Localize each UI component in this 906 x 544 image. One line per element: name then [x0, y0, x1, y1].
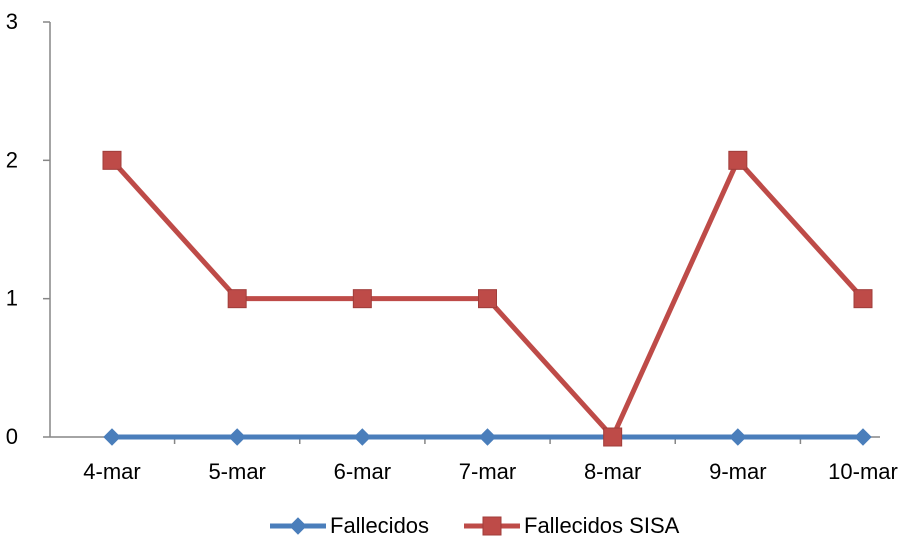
x-tick-label: 7-mar: [459, 459, 516, 484]
data-point-series-1: [353, 428, 372, 446]
y-tick-label: 3: [6, 9, 18, 34]
data-point-series-1: [478, 428, 497, 446]
data-point-series-2: [227, 289, 247, 309]
series-markers: [102, 150, 873, 447]
legend-label: Fallecidos SISA: [524, 513, 680, 538]
data-point-series-1: [103, 428, 121, 446]
y-tick-label: 1: [6, 286, 18, 311]
x-tick-label: 6-mar: [334, 459, 391, 484]
x-tick-label: 4-mar: [83, 459, 140, 484]
axes: [43, 21, 880, 444]
legend-item-2: Fallecidos SISA: [464, 513, 680, 538]
y-tick-labels: 0 1 2 3: [6, 9, 18, 449]
data-point-series-2: [603, 427, 623, 447]
x-tick-label: 10-mar: [828, 459, 898, 484]
legend-item-1: Fallecidos: [270, 513, 429, 538]
data-point-series-1: [228, 428, 246, 446]
data-point-series-1: [729, 428, 747, 446]
data-point-series-2: [352, 289, 372, 309]
y-tick-label: 0: [6, 424, 18, 449]
data-point-series-2: [853, 289, 873, 309]
legend-label: Fallecidos: [330, 513, 429, 538]
x-tick-label: 9-mar: [709, 459, 766, 484]
x-tick-label: 5-mar: [208, 459, 265, 484]
legend-swatch-marker: [482, 516, 502, 536]
legend-swatch-marker: [289, 517, 307, 535]
data-point-series-2: [102, 150, 122, 170]
legend: Fallecidos Fallecidos SISA: [270, 513, 680, 538]
x-tick-labels: 4-mar 5-mar 6-mar 7-mar 8-mar 9-mar 10-mar: [83, 459, 898, 484]
data-point-series-2: [478, 289, 497, 309]
x-tick-label: 8-mar: [584, 459, 641, 484]
y-tick-label: 2: [6, 147, 18, 172]
data-point-series-2: [728, 150, 748, 170]
data-point-series-1: [854, 428, 872, 446]
